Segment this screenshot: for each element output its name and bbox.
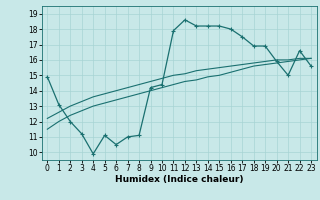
- X-axis label: Humidex (Indice chaleur): Humidex (Indice chaleur): [115, 175, 244, 184]
